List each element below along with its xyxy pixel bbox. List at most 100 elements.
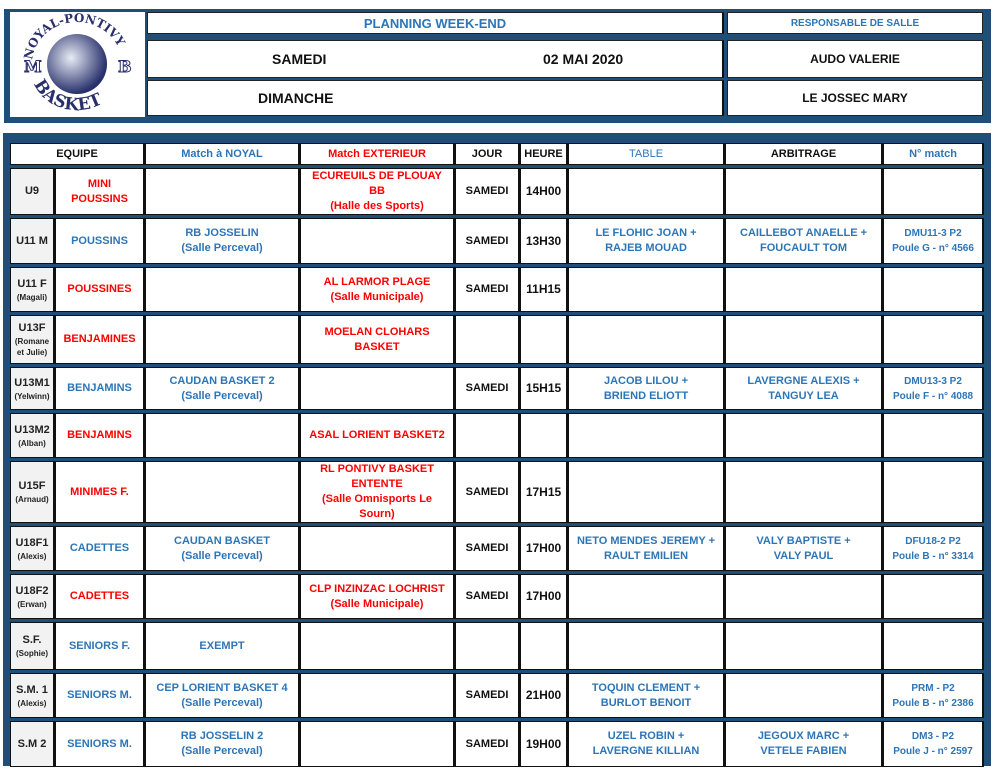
- home-match: CAUDAN BASKET (Salle Perceval): [145, 526, 301, 571]
- responsable-label: RESPONSABLE DE SALLE: [727, 12, 983, 34]
- away-match: [300, 622, 456, 670]
- away-match: RL PONTIVY BASKET ENTENTE (Salle Omnispo…: [300, 461, 456, 523]
- referees: [725, 315, 884, 364]
- referees: CAILLEBOT ANAELLE + FOUCAULT TOM: [725, 218, 884, 264]
- referees: [725, 267, 884, 312]
- team-code-cell: U11 M: [10, 218, 55, 264]
- referees: [725, 413, 884, 458]
- table-row: U13M2 (Alban) BENJAMINS ASAL LORIENT BASKET…: [10, 413, 985, 458]
- table-row: S.M. 1 (Alexis) SENIORS M. CEP LORIENT BASK…: [10, 673, 985, 718]
- table-officials: LE FLOHIC JOAN + RAJEB MOUAD: [568, 218, 726, 264]
- match-day: SAMEDI: [455, 168, 521, 215]
- match-time: 17H15: [520, 461, 569, 523]
- match-time: 19H00: [520, 721, 569, 767]
- sunday-label: DIMANCHE: [258, 90, 334, 106]
- team-code-cell: U18F1 (Alexis): [10, 526, 55, 571]
- home-match: [145, 267, 301, 312]
- table-officials: [568, 315, 726, 364]
- match-day: SAMEDI: [455, 218, 521, 264]
- table-officials: [568, 574, 726, 619]
- saturday-label: SAMEDI: [272, 51, 327, 67]
- match-time: 13H30: [520, 218, 569, 264]
- responsable-saturday: AUDO VALERIE: [727, 40, 983, 78]
- team-code: U18F2: [15, 584, 49, 597]
- col-equipe: EQUIPE: [10, 143, 146, 165]
- away-match: [300, 218, 456, 264]
- team-category: BENJAMINS: [55, 367, 146, 410]
- home-match: [145, 168, 301, 215]
- team-code: U13M2: [14, 423, 50, 436]
- referees: [725, 461, 884, 523]
- away-match: MOELAN CLOHARS BASKET: [300, 315, 456, 364]
- match-day: SAMEDI: [455, 721, 521, 767]
- team-code: S.M 2: [17, 737, 47, 750]
- team-code-cell: S.F. (Sophie): [10, 622, 55, 670]
- match-day: [455, 413, 521, 458]
- team-code-cell: U9: [10, 168, 55, 215]
- away-match: CLP INZINZAC LOCHRIST (Salle Municipale): [300, 574, 456, 619]
- match-number: [883, 315, 985, 364]
- away-match: [300, 721, 456, 767]
- team-code: U11 M: [16, 234, 48, 247]
- table-officials: TOQUIN CLEMENT + BURLOT BENOIT: [568, 673, 726, 718]
- referees: [725, 168, 884, 215]
- team-code: S.M. 1: [16, 683, 48, 696]
- team-category: MINI POUSSINS: [55, 168, 146, 215]
- team-category: POUSSINES: [55, 267, 146, 312]
- team-code-cell: U13F (Romane et Julie): [10, 315, 55, 364]
- match-number: DFU18-2 P2 Poule B - n° 3314: [883, 526, 985, 571]
- match-time: [520, 622, 569, 670]
- home-match: RB JOSSELIN 2 (Salle Perceval): [145, 721, 301, 767]
- match-time: 11H15: [520, 267, 569, 312]
- coach-name: (Romane et Julie): [14, 337, 50, 357]
- svg-text:B: B: [118, 57, 132, 76]
- team-code-cell: U13M1 (Yelwinn): [10, 367, 55, 410]
- coach-name: (Magali): [16, 292, 48, 302]
- coach-name: (Alexis): [17, 698, 47, 708]
- match-time: 15H15: [520, 367, 569, 410]
- match-number: [883, 267, 985, 312]
- table-officials: [568, 267, 726, 312]
- home-match: [145, 574, 301, 619]
- team-code: U9: [24, 185, 40, 197]
- match-number: DMU11-3 P2 Poule G - n° 4566: [883, 218, 985, 264]
- table-officials: UZEL ROBIN + LAVERGNE KILLIAN: [568, 721, 726, 767]
- team-code: U11 F: [17, 277, 47, 290]
- svg-text:M: M: [24, 57, 42, 76]
- col-jour: JOUR: [455, 143, 521, 165]
- team-category: BENJAMINES: [55, 315, 146, 364]
- saturday-row: SAMEDI 02 MAI 2020: [147, 40, 724, 78]
- match-day: [455, 622, 521, 670]
- coach-name: (Sophie): [16, 649, 48, 658]
- coach-name: (Alexis): [17, 551, 47, 561]
- match-number: [883, 461, 985, 523]
- match-day: SAMEDI: [455, 673, 521, 718]
- table-row: U9 MINI POUSSINS ECUREUILS DE PLOUAY BB (H…: [10, 168, 985, 215]
- team-category: MINIMES F.: [55, 461, 146, 523]
- away-match: [300, 673, 456, 718]
- team-code-cell: U18F2 (Erwan): [10, 574, 55, 619]
- match-number: [883, 574, 985, 619]
- table-row: U11 F (Magali) POUSSINES AL LARMOR PLAGE (S…: [10, 267, 985, 312]
- match-day: SAMEDI: [455, 574, 521, 619]
- team-code: U18F1: [15, 536, 49, 549]
- table-row: U18F1 (Alexis) CADETTES CAUDAN BASKET (Sall…: [10, 526, 985, 571]
- col-match: N° match: [883, 143, 985, 165]
- col-table: TABLE: [568, 143, 726, 165]
- team-code-cell: S.M. 1 (Alexis): [10, 673, 55, 718]
- team-code-cell: U13M2 (Alban): [10, 413, 55, 458]
- match-day: [455, 315, 521, 364]
- team-category: CADETTES: [55, 526, 146, 571]
- responsable-sunday: LE JOSSEC MARY: [727, 80, 983, 116]
- coach-name: (Alban): [18, 438, 46, 448]
- team-category: CADETTES: [55, 574, 146, 619]
- sunday-row: DIMANCHE: [147, 80, 724, 116]
- match-time: 21H00: [520, 673, 569, 718]
- home-match: RB JOSSELIN (Salle Perceval): [145, 218, 301, 264]
- away-match: [300, 526, 456, 571]
- home-match: CEP LORIENT BASKET 4 (Salle Perceval): [145, 673, 301, 718]
- match-number: PRM - P2 Poule B - n° 2386: [883, 673, 985, 718]
- team-code-cell: U15F (Arnaud): [10, 461, 55, 523]
- table-officials: [568, 622, 726, 670]
- team-code: U15F: [18, 480, 46, 492]
